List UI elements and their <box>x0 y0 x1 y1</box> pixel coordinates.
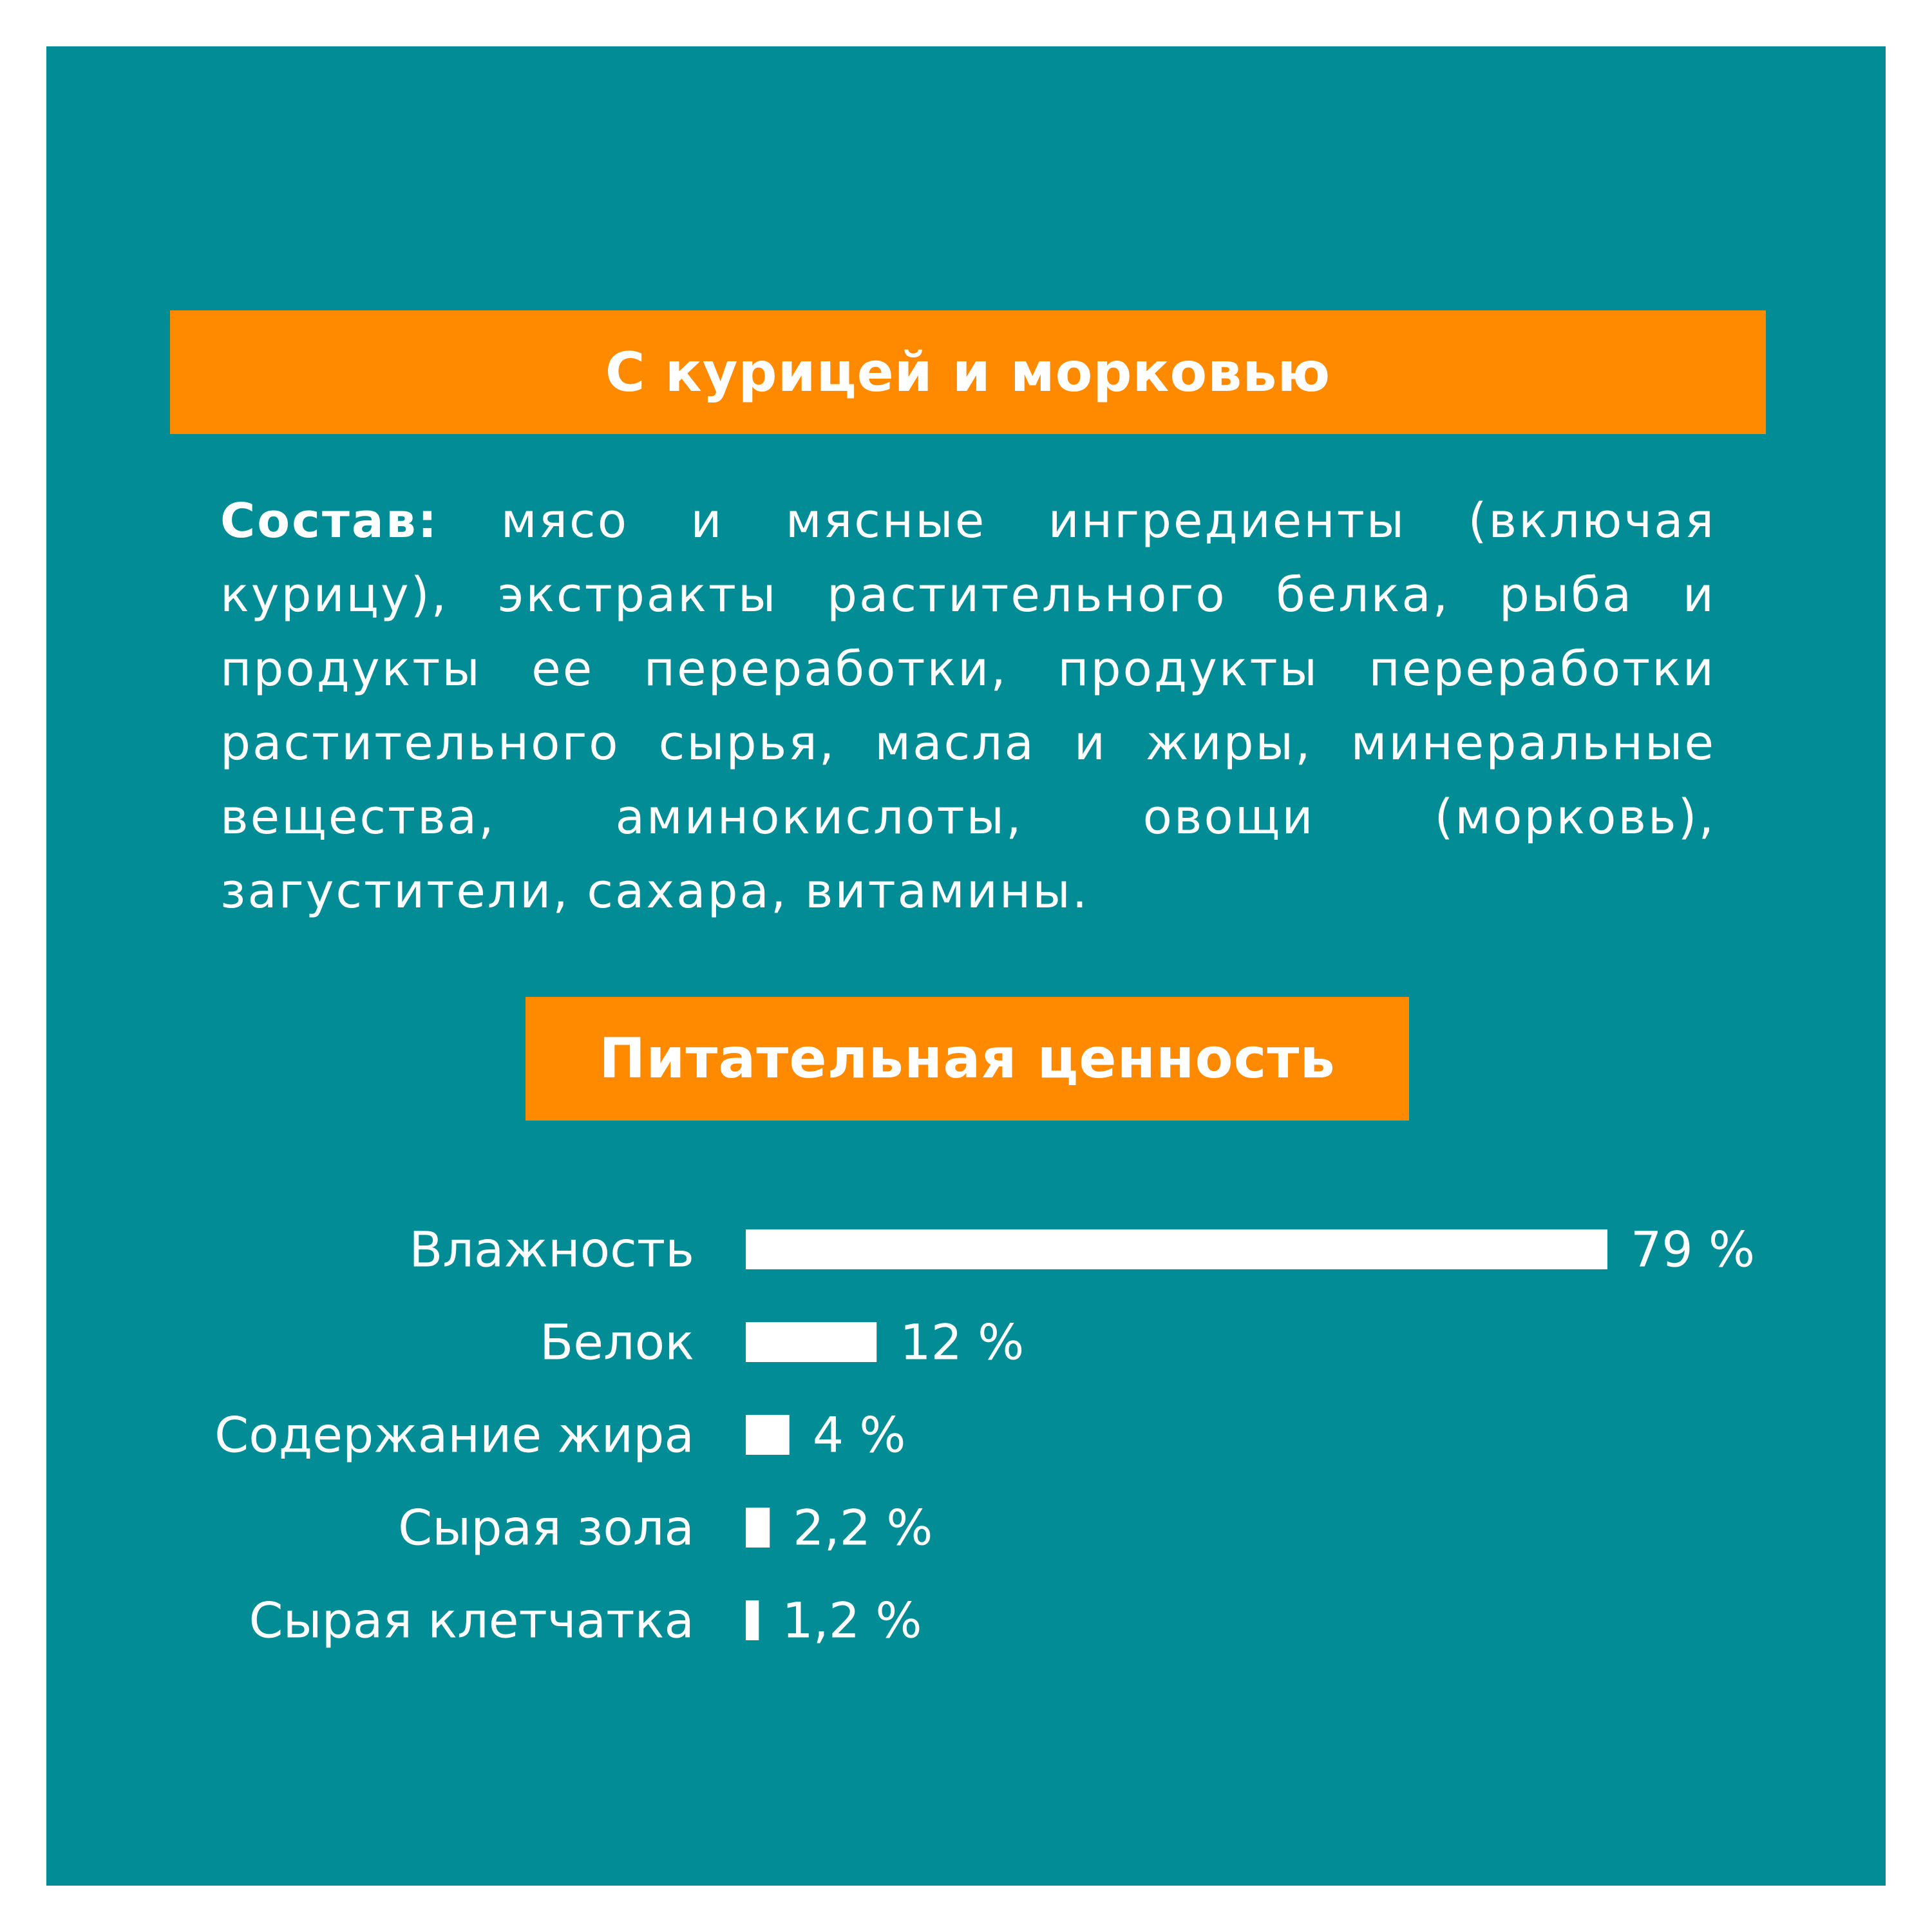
bar-4 <box>746 1508 770 1548</box>
category-label-1: Влажность <box>409 1221 694 1278</box>
ingredients-label: Состав: <box>220 493 439 549</box>
value-label-4: 2,2 % <box>793 1499 933 1557</box>
nutrition-title: Питательная ценность <box>599 1027 1336 1091</box>
category-label-4: Сырая зола <box>398 1499 694 1557</box>
ingredients-text: Состав: мясо и мясные ингредиенты (включ… <box>220 484 1716 929</box>
value-label-3: 4 % <box>813 1406 906 1464</box>
background-panel: С курицей и морковью Состав: мясо и мясн… <box>46 46 1886 1886</box>
title-banner: С курицей и морковью <box>170 310 1766 434</box>
ingredients-list: мясо и мясные ингредиенты (включая куриц… <box>220 493 1716 919</box>
product-title: С курицей и морковью <box>605 341 1331 404</box>
nutrition-banner: Питательная ценность <box>526 997 1409 1121</box>
bar-3 <box>746 1415 790 1455</box>
value-label-2: 12 % <box>900 1314 1024 1371</box>
category-label-2: Белок <box>540 1314 694 1371</box>
bar-2 <box>746 1322 877 1362</box>
value-label-5: 1,2 % <box>782 1592 922 1649</box>
nutrition-bar-chart: Влажность 79 % Белок 12 % Содержание жира 4 %… <box>214 1221 1755 1649</box>
category-label-5: Сырая клетчатка <box>249 1592 695 1649</box>
value-label-1: 79 % <box>1631 1221 1755 1278</box>
category-label-3: Содержание жира <box>214 1406 694 1464</box>
bar-1 <box>746 1229 1607 1269</box>
bar-5 <box>746 1600 759 1640</box>
